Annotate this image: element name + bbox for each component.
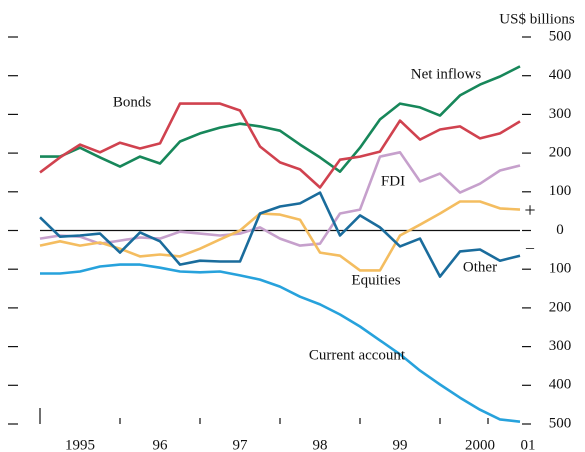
- y-tick-label: 400: [549, 377, 572, 393]
- x-tick-label: 99: [393, 437, 408, 452]
- y-tick-label: 200: [549, 299, 572, 315]
- series-label: FDI: [381, 173, 405, 189]
- y-tick-label: 100: [549, 183, 572, 199]
- series-label: Other: [463, 259, 497, 275]
- y-tick-label: 300: [549, 338, 572, 354]
- series-label: Equities: [351, 272, 400, 288]
- positive-sign: +: [524, 200, 535, 222]
- y-tick-label: 100: [549, 261, 572, 277]
- series-line: [39, 102, 521, 189]
- series-line: [39, 151, 521, 247]
- y-tick-label: 300: [549, 106, 572, 122]
- x-tick-label: 01: [521, 437, 536, 452]
- series-label: Net inflows: [411, 66, 482, 82]
- y-tick-label: 500: [549, 415, 572, 431]
- x-tick-label: 97: [233, 437, 249, 452]
- series-label: Bonds: [113, 94, 152, 110]
- series-line: [39, 191, 521, 278]
- series-line: [40, 263, 521, 423]
- x-tick-label: 96: [153, 437, 169, 452]
- series-label: Current account: [309, 347, 406, 363]
- y-tick-label: 200: [549, 145, 572, 161]
- y-tick-label: 400: [549, 67, 572, 83]
- x-tick-label: 2000: [465, 437, 495, 452]
- y-tick-label: 500: [549, 28, 572, 44]
- series-line: [40, 65, 521, 173]
- x-tick-label: 1995: [65, 437, 95, 452]
- series-line: [39, 200, 521, 272]
- y-tick-label: 0: [556, 222, 564, 238]
- x-tick-label: 98: [313, 437, 328, 452]
- unit-label: US$ billions: [499, 11, 575, 27]
- negative-sign: –: [525, 240, 535, 257]
